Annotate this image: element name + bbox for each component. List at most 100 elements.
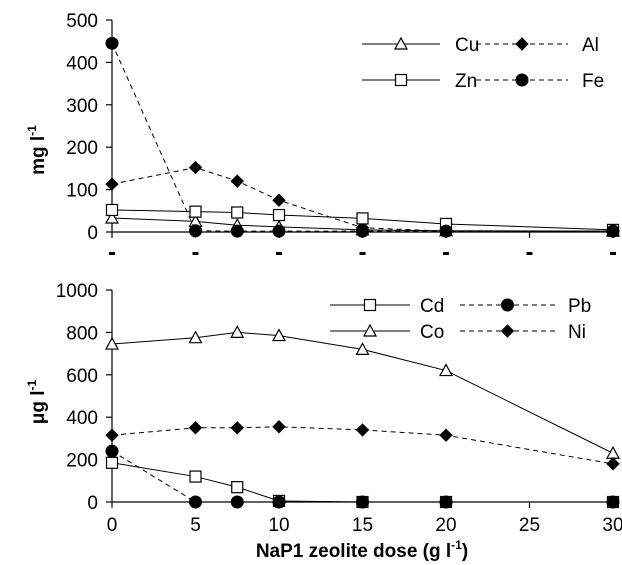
top-x-tick-label-clipped (276, 252, 282, 255)
top-legend-label-cu: Cu (455, 35, 479, 56)
top-ylabel-sup: -1 (25, 125, 39, 136)
top-legend-marker-cu (393, 36, 409, 50)
top-y-tick-label: 100 (66, 181, 98, 202)
top-series (104, 36, 621, 238)
top-line-fe (111, 43, 613, 232)
top-legend-label-fe: Fe (582, 71, 604, 92)
top-point-fe (439, 224, 453, 238)
bottom-point-ni (355, 423, 370, 437)
bottom-point-pb (356, 495, 369, 509)
top-series-fe (105, 36, 620, 238)
top-point-zn (272, 208, 286, 222)
bottom-series (104, 325, 621, 509)
bottom-point-co (271, 328, 287, 342)
bottom-line-pb (111, 450, 613, 503)
bottom-point-ni (188, 421, 203, 435)
bottom-legend-item-ni: Ni (460, 322, 586, 343)
top-x-tick-label-clipped (192, 252, 199, 255)
bottom-legend-marker-cd (363, 298, 377, 312)
bottom-ylabel-text: μg l (28, 390, 49, 424)
bottom-point-co (104, 336, 120, 350)
top-panel: 0 100 200 300 400 500 Cu Al Zn Fe mg l-1 (25, 11, 621, 255)
bottom-point-cd (231, 481, 244, 494)
bottom-point-co (355, 342, 370, 355)
bottom-legend-label-co: Co (420, 322, 444, 343)
bottom-legend-label-cd: Cd (420, 296, 444, 317)
bottom-point-cd (189, 470, 202, 483)
top-point-cu (104, 210, 120, 224)
top-point-al (105, 177, 119, 191)
top-legend-item-zn: Zn (362, 71, 477, 92)
bottom-x-tick-label: 0 (107, 515, 118, 536)
bottom-y-tick-label: 200 (66, 451, 98, 472)
bottom-point-pb (439, 495, 453, 509)
bottom-y-tick-label: 400 (66, 408, 98, 429)
bottom-point-co (438, 363, 454, 377)
top-point-fe (189, 224, 202, 238)
bottom-x-tick-label: 30 (602, 515, 622, 536)
top-point-al (230, 174, 244, 188)
top-point-fe (230, 224, 244, 238)
x-axis-label: NaP1 zeolite dose (g l-1) (256, 538, 468, 562)
top-ylabel-text: mg l (28, 136, 49, 175)
bottom-ylabel: μg l-1 (25, 379, 49, 424)
top-legend-marker-fe (515, 73, 529, 87)
top-point-fe (105, 36, 119, 50)
top-y-tick-label: 300 (66, 96, 98, 117)
bottom-legend: Cd Pb Co Ni (330, 296, 591, 343)
bottom-x-tick-label: 5 (190, 515, 201, 536)
top-point-al (272, 193, 286, 207)
top-y-tick-label: 0 (87, 223, 98, 244)
bottom-point-ni (439, 428, 453, 442)
x-axis-label-sup: -1 (451, 538, 462, 552)
top-axes: 0 100 200 300 400 500 (66, 11, 616, 255)
top-legend-marker-zn (394, 73, 408, 87)
top-y-tick-label: 400 (66, 53, 98, 74)
top-legend-item-cu: Cu (362, 35, 479, 56)
bottom-legend-label-ni: Ni (568, 322, 586, 343)
bottom-point-ni (606, 457, 620, 471)
top-legend-item-fe: Fe (476, 71, 604, 92)
bottom-ylabel-sup: -1 (25, 379, 39, 390)
top-point-zn (231, 206, 244, 219)
bottom-point-pb (105, 444, 119, 458)
bottom-series-pb (105, 444, 620, 509)
top-point-al (188, 160, 203, 175)
top-legend-marker-al (515, 37, 529, 51)
bottom-legend-label-pb: Pb (568, 296, 591, 317)
top-point-fe (272, 224, 286, 238)
bottom-y-tick-label: 600 (66, 366, 98, 387)
bottom-point-co (605, 445, 621, 459)
top-point-zn (105, 203, 119, 217)
top-point-zn (356, 212, 369, 225)
bottom-legend-item-cd: Cd (330, 296, 444, 317)
bottom-point-pb (230, 495, 244, 509)
bottom-y-tick-label: 1000 (56, 281, 98, 302)
bottom-legend-marker-ni (500, 324, 515, 338)
top-y-tick-label: 500 (66, 11, 98, 32)
top-point-fe (356, 224, 369, 238)
bottom-legend-marker-co (362, 323, 378, 337)
top-x-tick-label-clipped (359, 252, 366, 255)
bottom-y-tick-label: 0 (87, 493, 98, 514)
bottom-point-cd (105, 456, 119, 469)
top-legend-item-al: Al (476, 35, 599, 56)
bottom-legend-marker-pb (501, 298, 514, 312)
bottom-panel: 0 200 400 600 800 1000 0 5 10 15 20 25 30 Cd Pb Co Ni μ… (25, 281, 622, 562)
bottom-legend-item-pb: Pb (460, 296, 591, 317)
bottom-point-co (230, 325, 245, 338)
top-point-fe (606, 224, 620, 238)
bottom-x-tick-label: 10 (268, 515, 289, 536)
bottom-y-tick-label: 800 (66, 323, 98, 344)
bottom-axes: 0 200 400 600 800 1000 0 5 10 15 20 25 30 (56, 281, 622, 536)
bottom-point-pb (606, 495, 620, 509)
top-legend: Cu Al Zn Fe (362, 35, 604, 92)
bottom-point-ni (105, 428, 119, 442)
bottom-x-tick-label: 25 (519, 515, 540, 536)
top-legend-label-al: Al (582, 35, 599, 56)
top-point-zn (189, 205, 202, 218)
top-ylabel: mg l-1 (25, 125, 49, 175)
bottom-point-co (188, 330, 203, 344)
top-x-tick-label-clipped (526, 252, 533, 255)
